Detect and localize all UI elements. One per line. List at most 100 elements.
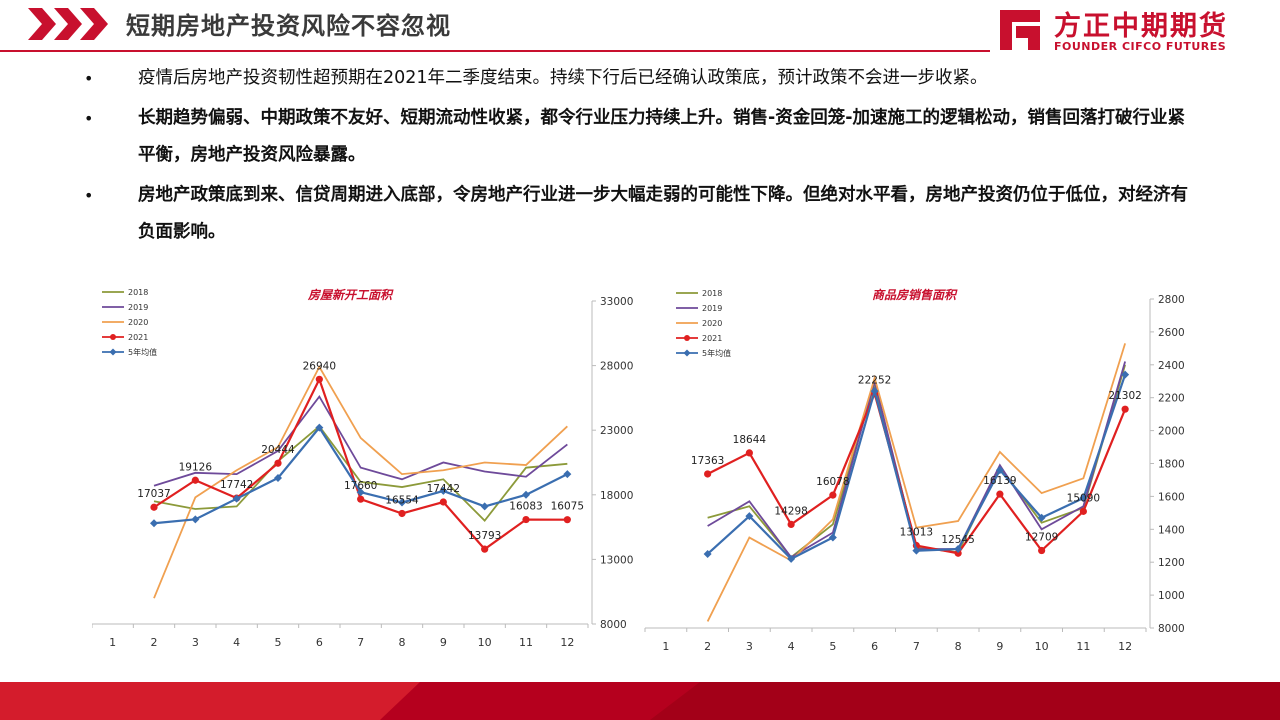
legend-label: 2019 <box>128 303 148 312</box>
data-label: 14298 <box>774 505 807 517</box>
data-point-2021 <box>787 520 795 528</box>
data-point-2021 <box>1079 507 1087 515</box>
chart-sales-area: 8000 10000 12000 14000 16000 18000 20000 22000 2… <box>644 288 1184 652</box>
bullet-dot: • <box>84 109 94 128</box>
x-tick-label: 2 <box>151 636 158 649</box>
data-label: 16083 <box>509 501 542 513</box>
y-tick-label: 18000 <box>600 490 633 502</box>
data-point-2021 <box>481 545 489 553</box>
legend-label: 2018 <box>128 288 148 297</box>
data-point-5年均值 <box>356 488 365 497</box>
legend-marker <box>110 334 116 340</box>
data-point-5年均值 <box>787 554 796 563</box>
data-point-2021 <box>745 449 753 457</box>
header: 短期房地产投资风险不容忽视 方正中期期货 FOUNDER CIFCO FUTUR… <box>0 0 1280 53</box>
x-tick-label: 12 <box>560 636 574 649</box>
bullet-text: 房地产政策底到来、信贷周期进入底部，令房地产行业进一步大幅走弱的可能性下降。但绝… <box>138 185 1188 242</box>
y-tick-label: 28000 <box>600 361 633 373</box>
data-point-5年均值 <box>1079 494 1088 503</box>
data-point-5年均值 <box>315 423 324 432</box>
data-label: 26940 <box>303 360 336 372</box>
data-point-2021 <box>274 459 282 467</box>
data-point-2021 <box>1121 405 1129 413</box>
y-tick-label: 26000 <box>1158 327 1184 339</box>
x-tick-label: 1 <box>662 640 669 652</box>
y-tick-label: 23000 <box>600 425 633 437</box>
series-line-5年均值 <box>153 425 568 525</box>
data-label: 15090 <box>1067 492 1100 504</box>
data-point-2021 <box>150 503 158 511</box>
x-tick-label: 5 <box>275 636 282 649</box>
y-tick-label: 18000 <box>1158 459 1184 471</box>
chart-title: 房屋新开工面积 <box>307 288 394 302</box>
y-tick-label: 10000 <box>1158 590 1184 602</box>
x-tick-label: 8 <box>399 636 406 649</box>
data-point-5年均值 <box>563 470 572 479</box>
data-point-5年均值 <box>150 519 158 528</box>
data-label: 12709 <box>1025 532 1058 544</box>
data-point-5年均值 <box>870 387 879 396</box>
legend-marker <box>683 349 691 357</box>
data-label: 17660 <box>344 480 377 492</box>
x-tick-label: 7 <box>357 636 364 649</box>
bullet-list: • 疫情后房地产投资韧性超预期在2021年二季度结束。持续下行后已经确认政策底，… <box>80 60 1200 254</box>
legend-label: 2021 <box>702 334 722 343</box>
data-point-2021 <box>704 470 712 478</box>
y-tick-label: 24000 <box>1158 360 1184 372</box>
x-tick-label: 6 <box>871 640 878 652</box>
data-point-2021 <box>439 498 447 506</box>
x-tick-label: 10 <box>1035 640 1049 652</box>
data-label: 20444 <box>261 444 295 456</box>
data-point-2021 <box>563 516 571 524</box>
x-tick-label: 4 <box>233 636 240 649</box>
y-tick-label: 12000 <box>1158 557 1184 569</box>
series-line-2020 <box>153 365 568 599</box>
x-tick-label: 9 <box>440 636 447 649</box>
data-point-2021 <box>522 515 530 524</box>
y-tick-label: 8000 <box>1158 623 1184 635</box>
legend-label: 2021 <box>128 333 148 342</box>
data-point-5年均值 <box>522 490 530 499</box>
y-tick-label: 8000 <box>600 619 627 631</box>
x-tick-label: 7 <box>913 640 920 652</box>
legend-label: 5年均值 <box>128 347 157 357</box>
x-tick-label: 11 <box>519 636 533 649</box>
data-point-5年均值 <box>439 486 448 495</box>
legend-label: 2020 <box>128 318 148 327</box>
data-point-5年均值 <box>912 546 921 555</box>
data-point-5年均值 <box>1121 370 1130 379</box>
data-point-2021 <box>996 490 1004 498</box>
y-tick-label: 22000 <box>1158 393 1184 405</box>
page-title: 短期房地产投资风险不容忽视 <box>126 12 451 40</box>
data-label: 13793 <box>468 530 501 542</box>
y-tick-label: 13000 <box>600 554 633 566</box>
data-label: 13013 <box>900 527 933 539</box>
x-tick-label: 12 <box>1118 640 1132 652</box>
data-label: 16554 <box>385 494 419 506</box>
x-tick-label: 10 <box>478 636 492 649</box>
legend-marker <box>684 335 690 341</box>
x-tick-label: 1 <box>109 636 116 649</box>
legend-label: 2018 <box>702 289 722 298</box>
x-tick-label: 3 <box>746 640 753 652</box>
data-label: 16075 <box>551 501 584 513</box>
data-point-5年均值 <box>995 466 1004 475</box>
bullet-dot: • <box>84 69 94 88</box>
data-point-2021 <box>398 509 406 518</box>
y-tick-label: 33000 <box>600 296 633 308</box>
bullet-text: 长期趋势偏弱、中期政策不友好、短期流动性收紧，都令行业压力持续上升。销售-资金回… <box>138 108 1186 165</box>
data-point-2021 <box>191 476 199 484</box>
data-point-2021 <box>829 491 837 499</box>
data-point-5年均值 <box>745 512 754 521</box>
x-tick-label: 9 <box>996 640 1003 652</box>
series-line-2019 <box>153 394 568 487</box>
data-label: 18644 <box>733 434 767 446</box>
series-line-2020 <box>706 343 1126 622</box>
legend-label: 2020 <box>702 319 722 328</box>
data-label: 22252 <box>858 375 891 387</box>
company-logo: 方正中期期货 FOUNDER CIFCO FUTURES <box>996 4 1266 56</box>
legend-marker <box>109 348 117 356</box>
data-label: 12545 <box>941 534 974 546</box>
y-tick-label: 20000 <box>1158 426 1184 438</box>
